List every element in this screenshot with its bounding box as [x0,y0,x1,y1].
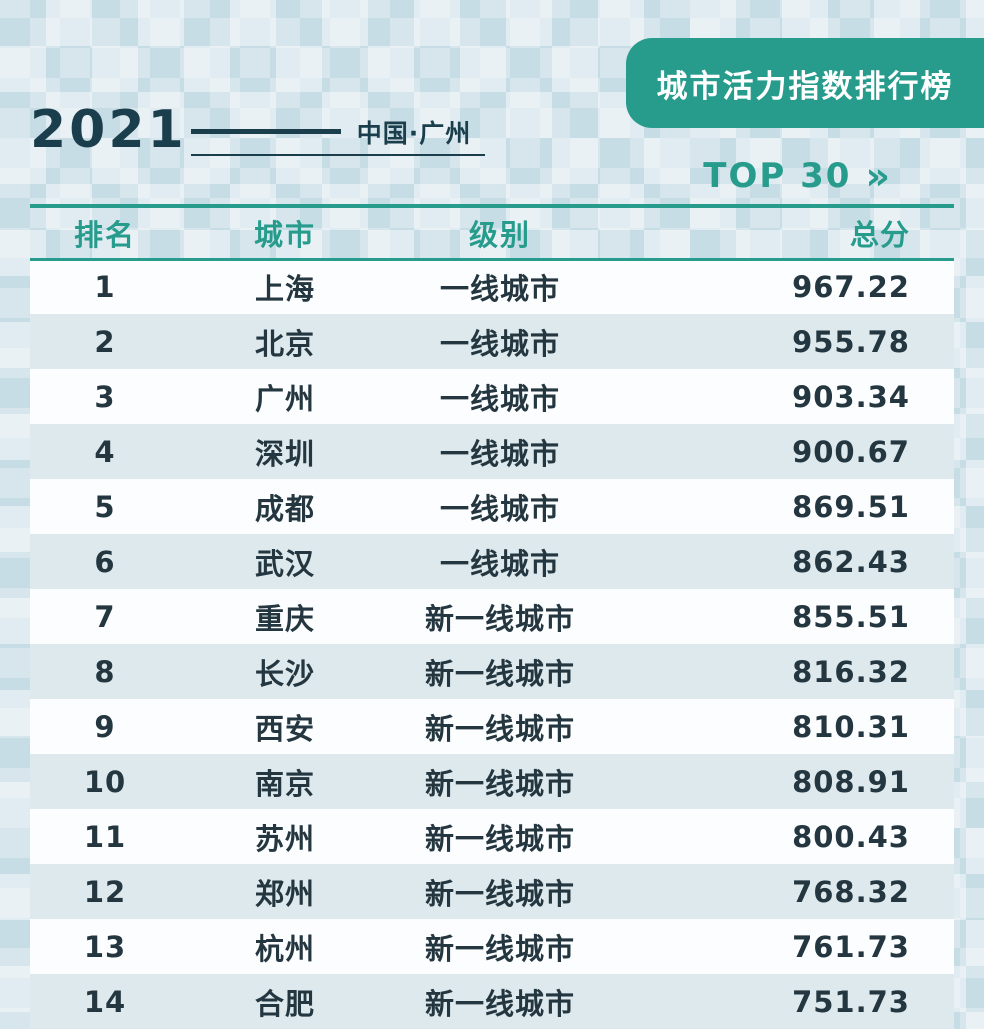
score-cell: 808.91 [792,764,910,799]
score-cell: 900.67 [792,434,910,469]
tier-cell: 新一线城市 [424,986,575,1021]
tier-cell: 新一线城市 [424,821,575,856]
city-cell: 深圳 [254,436,315,471]
city-cell: 长沙 [254,656,315,691]
table-row: 14 合肥 新一线城市 751.73 [30,974,954,1029]
rank-cell: 13 [83,929,127,964]
year-label: 2021 [30,100,187,160]
location-label: 中国·广州 [356,119,472,148]
header-tier: 级别 [390,206,610,261]
score-cell: 903.34 [792,379,910,414]
table-row: 10 南京 新一线城市 808.91 [30,754,954,809]
table-row: 3 广州 一线城市 903.34 [30,369,954,424]
city-cell: 上海 [254,272,315,307]
score-cell: 869.51 [792,489,910,524]
table-row: 7 重庆 新一线城市 855.51 [30,589,954,644]
table-row: 13 杭州 新一线城市 761.73 [30,919,954,974]
title-dash [190,129,341,134]
table-row: 6 武汉 一线城市 862.43 [30,534,954,589]
table-row: 2 北京 一线城市 955.78 [30,314,954,369]
tier-cell: 新一线城市 [424,656,575,691]
tier-cell: 新一线城市 [424,931,575,966]
rank-cell: 10 [83,764,127,799]
title-underline: 中国·广州 [190,114,486,156]
table-row: 12 郑州 新一线城市 768.32 [30,864,954,919]
ranking-title-badge: 城市活力指数排行榜 [626,38,984,128]
tier-cell: 新一线城市 [424,876,575,911]
table-body: 1 上海 一线城市 967.22 2 北京 一线城市 955.78 3 广州 一… [30,259,954,1029]
score-cell: 816.32 [792,654,910,689]
city-cell: 郑州 [254,876,315,911]
city-cell: 广州 [254,381,315,416]
city-cell: 苏州 [254,821,315,856]
rank-cell: 2 [94,324,116,359]
score-cell: 751.73 [792,984,910,1019]
city-cell: 武汉 [254,546,315,581]
city-cell: 南京 [254,766,315,801]
score-cell: 761.73 [792,929,910,964]
city-cell: 西安 [254,711,315,746]
rank-cell: 11 [83,819,127,854]
tier-cell: 新一线城市 [424,601,575,636]
city-cell: 重庆 [254,601,315,636]
rank-cell: 5 [94,489,116,524]
tier-cell: 一线城市 [439,436,560,471]
double-chevron-icon: » [865,154,890,198]
table-row: 9 西安 新一线城市 810.31 [30,699,954,754]
city-cell: 北京 [254,326,315,361]
year-title: 2021 中国·广州 [30,100,486,160]
city-cell: 合肥 [254,986,315,1021]
table-row: 8 长沙 新一线城市 816.32 [30,644,954,699]
score-cell: 862.43 [792,544,910,579]
tier-cell: 新一线城市 [424,766,575,801]
table-header-row: 排名 城市 级别 总分 [30,206,954,261]
top30-text: TOP 30 [703,156,852,196]
ranking-table: 排名 城市 级别 总分 1 上海 一线城市 967.22 2 北京 一线城市 9… [30,204,954,1029]
tier-cell: 一线城市 [439,326,560,361]
score-cell: 955.78 [792,324,910,359]
rank-cell: 4 [94,434,116,469]
score-cell: 810.31 [792,709,910,744]
rank-cell: 7 [94,599,116,634]
tier-cell: 新一线城市 [424,711,575,746]
tier-cell: 一线城市 [439,272,560,307]
rank-cell: 6 [94,544,116,579]
header-rank: 排名 [30,206,180,261]
rank-cell: 14 [83,984,127,1019]
city-cell: 杭州 [254,931,315,966]
score-cell: 768.32 [792,874,910,909]
tier-cell: 一线城市 [439,491,560,526]
table-row: 11 苏州 新一线城市 800.43 [30,809,954,864]
table-row: 1 上海 一线城市 967.22 [30,259,954,314]
rank-cell: 1 [94,270,116,305]
top30-label: TOP 30 » [703,154,890,198]
rank-cell: 9 [94,709,116,744]
header-score: 总分 [610,206,954,261]
tier-cell: 一线城市 [439,546,560,581]
header-city: 城市 [180,206,390,261]
score-cell: 855.51 [792,599,910,634]
table-row: 5 成都 一线城市 869.51 [30,479,954,534]
table-row: 4 深圳 一线城市 900.67 [30,424,954,479]
city-cell: 成都 [254,491,315,526]
score-cell: 800.43 [792,819,910,854]
tier-cell: 一线城市 [439,381,560,416]
score-cell: 967.22 [792,270,910,305]
rank-cell: 3 [94,379,116,414]
rank-cell: 8 [94,654,116,689]
rank-cell: 12 [83,874,127,909]
